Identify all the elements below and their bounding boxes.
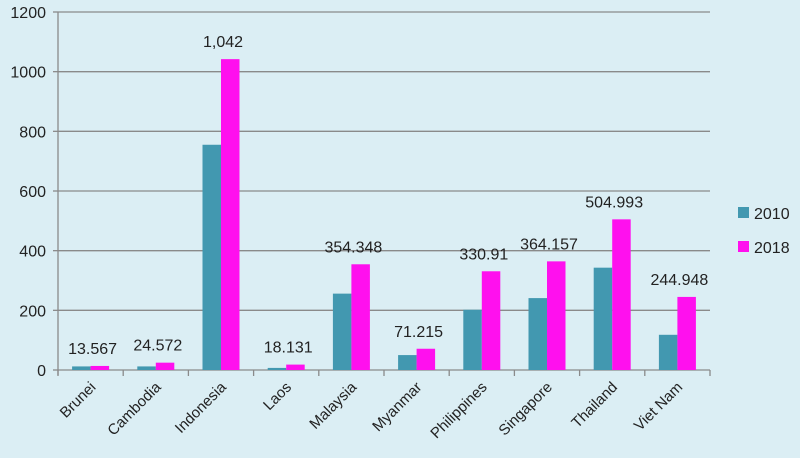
bar-2018-cambodia xyxy=(155,362,175,370)
data-label: 24.572 xyxy=(133,338,182,355)
y-tick-label: 1000 xyxy=(10,65,46,82)
data-label: 354.348 xyxy=(324,239,382,256)
bar-2010-indonesia xyxy=(202,144,221,370)
data-label: 13.567 xyxy=(68,341,117,358)
y-tick-label: 0 xyxy=(37,363,46,380)
bar-2018-singapore xyxy=(547,261,566,370)
bar-2018-malaysia xyxy=(351,264,370,370)
bar-2010-viet-nam xyxy=(658,334,678,370)
data-label: 364.157 xyxy=(520,236,578,253)
bar-2018-brunei xyxy=(90,365,110,370)
legend-swatch-2010 xyxy=(738,207,749,218)
x-tick-label: Cambodia xyxy=(104,378,165,439)
legend-swatch-2018 xyxy=(738,241,749,252)
legend-label-2010: 2010 xyxy=(754,206,790,223)
data-label: 71.215 xyxy=(394,324,443,341)
x-tick-label: Myanmar xyxy=(369,379,425,435)
legend-label-2018: 2018 xyxy=(754,240,790,257)
y-tick-label: 600 xyxy=(19,184,46,201)
bar-2018-thailand xyxy=(612,219,631,370)
bar-2010-myanmar xyxy=(398,355,417,370)
bar-2010-philippines xyxy=(463,309,482,370)
y-tick-label: 200 xyxy=(19,303,46,320)
bar-2010-cambodia xyxy=(137,366,156,370)
bar-2010-thailand xyxy=(593,267,613,370)
x-tick-label: Thailand xyxy=(568,379,621,432)
x-tick-label: Indonesia xyxy=(172,378,230,436)
bar-2018-laos xyxy=(286,364,305,370)
bar-2010-laos xyxy=(267,367,287,370)
x-tick-label: Singapore xyxy=(495,379,555,439)
data-label: 330.91 xyxy=(459,246,508,263)
x-tick-label: Philippines xyxy=(427,379,490,442)
x-tick-label: Brunei xyxy=(57,379,100,422)
y-tick-label: 1200 xyxy=(10,5,46,22)
y-tick-label: 400 xyxy=(19,244,46,261)
data-label: 244.948 xyxy=(650,272,708,289)
bar-2010-singapore xyxy=(528,298,547,370)
y-tick-label: 800 xyxy=(19,124,46,141)
x-tick-label: Laos xyxy=(260,379,295,414)
x-tick-label: Viet Nam xyxy=(631,379,686,434)
data-label: 504.993 xyxy=(585,194,643,211)
x-tick-label: Malaysia xyxy=(306,378,360,432)
bar-2018-philippines xyxy=(481,271,501,370)
bar-2010-brunei xyxy=(72,366,91,370)
bar-2018-viet-nam xyxy=(677,296,696,370)
data-label: 18.131 xyxy=(264,340,313,357)
bar-2018-myanmar xyxy=(416,348,436,370)
bar-2018-indonesia xyxy=(221,59,240,371)
data-label: 1,042 xyxy=(203,34,243,51)
bar-2010-malaysia xyxy=(332,293,352,370)
